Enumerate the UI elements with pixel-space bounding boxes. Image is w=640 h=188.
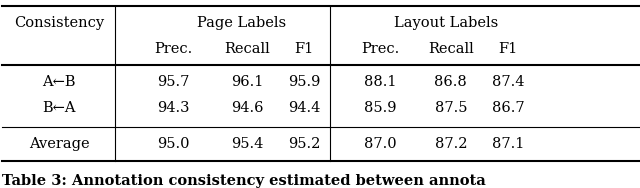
Text: 87.4: 87.4 — [492, 75, 524, 89]
Text: 95.4: 95.4 — [231, 137, 263, 151]
Text: Prec.: Prec. — [155, 42, 193, 56]
Text: 94.4: 94.4 — [288, 101, 321, 115]
Text: B←A: B←A — [42, 101, 76, 115]
Text: Average: Average — [29, 137, 90, 151]
Text: 86.8: 86.8 — [435, 75, 467, 89]
Text: A←B: A←B — [42, 75, 76, 89]
Text: 87.1: 87.1 — [492, 137, 524, 151]
Text: 85.9: 85.9 — [364, 101, 397, 115]
Text: 88.1: 88.1 — [364, 75, 397, 89]
Text: Table 3: Annotation consistency estimated between annota: Table 3: Annotation consistency estimate… — [2, 174, 486, 188]
Text: 94.3: 94.3 — [157, 101, 190, 115]
Text: 95.7: 95.7 — [157, 75, 190, 89]
Text: 95.2: 95.2 — [288, 137, 321, 151]
Text: 87.2: 87.2 — [435, 137, 467, 151]
Text: Consistency: Consistency — [14, 16, 104, 30]
Text: Layout Labels: Layout Labels — [394, 16, 499, 30]
Text: 86.7: 86.7 — [492, 101, 524, 115]
Text: Recall: Recall — [428, 42, 474, 56]
Text: 95.0: 95.0 — [157, 137, 190, 151]
Text: F1: F1 — [499, 42, 518, 56]
Text: Page Labels: Page Labels — [197, 16, 286, 30]
Text: 96.1: 96.1 — [231, 75, 263, 89]
Text: Recall: Recall — [224, 42, 270, 56]
Text: Prec.: Prec. — [362, 42, 400, 56]
Text: 94.6: 94.6 — [231, 101, 263, 115]
Text: 87.5: 87.5 — [435, 101, 467, 115]
Text: 95.9: 95.9 — [288, 75, 321, 89]
Text: 87.0: 87.0 — [364, 137, 397, 151]
Text: F1: F1 — [294, 42, 314, 56]
